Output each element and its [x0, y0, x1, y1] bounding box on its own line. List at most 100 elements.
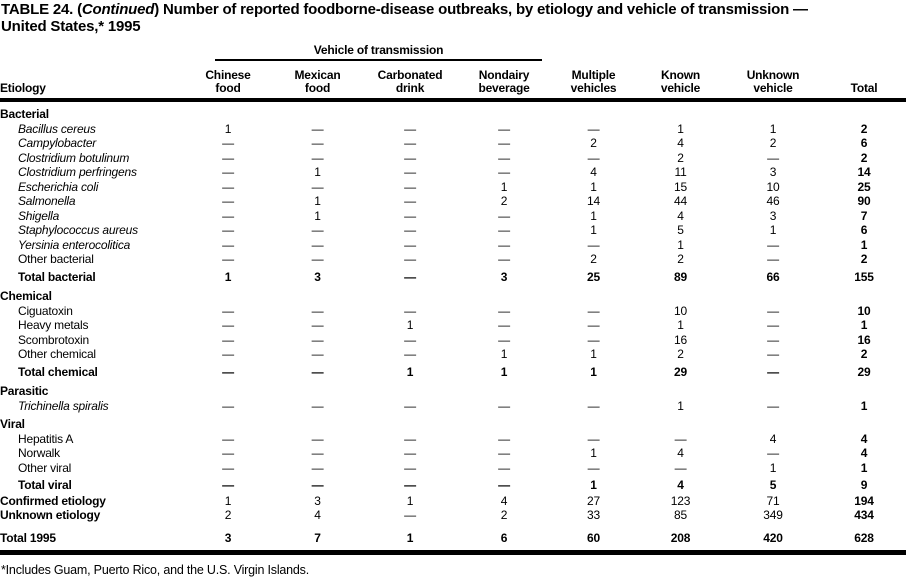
cell: 1 [590, 347, 597, 361]
cell: — [222, 208, 234, 223]
cell: 2 [769, 136, 777, 150]
cell: — [587, 431, 600, 446]
table-row: Heavy metals — — 1 — — 1 — 1 [0, 318, 906, 333]
cell: — [311, 121, 324, 136]
cell: — [404, 478, 416, 492]
cell [822, 285, 906, 304]
cell: 1 [406, 364, 414, 379]
table-header: Vehicle of transmission Etiology Chinese… [0, 39, 906, 102]
cell [362, 285, 458, 304]
cell: 4 [590, 165, 597, 179]
cell: 1 [860, 237, 868, 252]
cell: — [674, 431, 687, 446]
cell: 4 [314, 508, 321, 522]
cell [637, 100, 724, 122]
cell: 155 [854, 269, 874, 284]
cell: — [404, 208, 416, 223]
cell: 1 [769, 223, 777, 237]
cell: 1 [314, 208, 321, 223]
cell: 1 [677, 318, 684, 332]
cell: — [311, 347, 324, 361]
cell: — [222, 252, 234, 266]
cell [183, 413, 273, 432]
cell: 1 [590, 364, 597, 379]
cell: — [222, 347, 234, 361]
cell: 1 [860, 398, 868, 413]
cell: 60 [587, 530, 600, 545]
cell: — [498, 478, 510, 492]
cell: — [767, 332, 779, 347]
cell: 1 [677, 398, 684, 413]
table-row: Trichinella spiralis — — — — — 1 — 1 [0, 399, 906, 414]
cell: — [767, 318, 779, 332]
cell: — [222, 303, 234, 318]
row-label: Unknown etiology [0, 508, 101, 522]
cell: — [222, 478, 234, 492]
cell: 4 [860, 431, 868, 446]
table-row: Clostridium botulinum — — — — — 2 — 2 [0, 151, 906, 166]
cell: 2 [860, 252, 868, 266]
cell: — [498, 332, 510, 347]
cell: — [404, 121, 416, 136]
cell: 3 [314, 493, 321, 508]
cell: 2 [500, 194, 508, 208]
cell: — [404, 136, 416, 150]
cell [822, 380, 906, 399]
cell: 3 [769, 208, 777, 223]
column-header-row: Etiology Chinese food Mexican food Carbo… [0, 61, 906, 102]
cell: — [222, 150, 234, 165]
cell: 1 [590, 179, 597, 194]
cell: — [222, 136, 234, 150]
row-label: Viral [0, 417, 25, 431]
cell [458, 285, 550, 304]
table-row: Parasitic [0, 380, 906, 399]
cell: 2 [677, 150, 684, 165]
cell: 1 [500, 364, 508, 379]
cell: — [404, 223, 416, 237]
cell: — [587, 150, 600, 165]
cell [362, 100, 458, 122]
table-row: Total chemical — — 1 1 1 29 — 29 [0, 362, 906, 381]
cell [458, 380, 550, 399]
table-row: Bacterial [0, 100, 906, 122]
cell: — [498, 252, 510, 266]
row-label: Norwalk [18, 446, 60, 460]
cell: 66 [766, 269, 780, 284]
cell [458, 100, 550, 122]
cell: — [587, 398, 600, 413]
cell: 15 [674, 179, 687, 194]
cell: — [498, 121, 510, 136]
cell: — [498, 237, 510, 252]
col-header-carbonated-drink: Carbonated drink [362, 61, 458, 102]
cell: 2 [590, 136, 597, 150]
cell: 1 [677, 121, 684, 136]
cell: 4 [769, 431, 777, 446]
table-row: Other chemical — — — 1 1 2 — 2 [0, 347, 906, 362]
cell: — [404, 446, 416, 460]
table-row: Ciguatoxin — — — — — 10 — 10 [0, 304, 906, 319]
table-row: Staphylococcus aureus — — — — 1 5 1 6 [0, 223, 906, 238]
cell: 6 [860, 223, 868, 237]
cell: — [311, 252, 324, 266]
cell: 1 [590, 478, 597, 492]
group-header-cell: Vehicle of transmission [183, 39, 550, 61]
cell [362, 413, 458, 432]
row-label: Ciguatoxin [18, 303, 73, 318]
cell: 6 [860, 136, 868, 150]
cell: 1 [677, 237, 684, 252]
cell: — [404, 179, 416, 194]
cell [724, 100, 822, 122]
cell: 25 [587, 269, 600, 284]
cell: 628 [854, 530, 874, 545]
cell: — [222, 179, 234, 194]
cell: — [404, 460, 416, 475]
cell: 2 [224, 508, 232, 522]
cell: — [498, 398, 510, 413]
cell: — [498, 303, 510, 318]
cell: 11 [674, 165, 687, 179]
cell: — [404, 165, 416, 179]
row-label: Shigella [18, 208, 60, 223]
cell: 1 [860, 460, 868, 475]
title-continued: Continued [81, 1, 155, 18]
row-label: Other viral [18, 460, 72, 475]
